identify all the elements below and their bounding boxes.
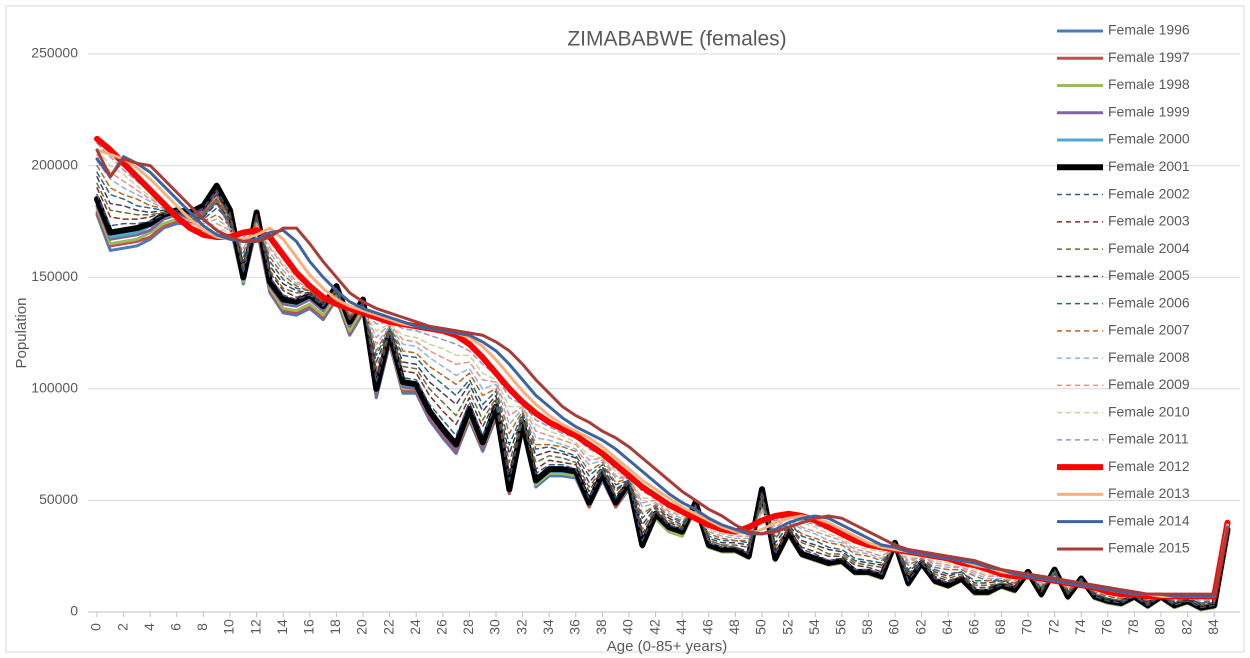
legend-label: Female 2007: [1108, 322, 1190, 338]
series-line: [95, 148, 1229, 596]
legend-label: Female 2002: [1108, 185, 1190, 201]
x-tick-label: 18: [327, 619, 343, 635]
x-tick-label: 12: [247, 619, 263, 635]
x-tick-label: 48: [726, 619, 742, 635]
x-tick-label: 6: [168, 623, 184, 631]
legend-label: Female 2005: [1108, 267, 1190, 283]
legend-label: Female 2011: [1108, 431, 1189, 447]
x-tick-label: 42: [646, 619, 662, 635]
x-tick-label: 16: [301, 619, 317, 635]
x-tick-label: 62: [912, 619, 928, 635]
chart-frame: [5, 5, 1245, 653]
legend-label: Female 1997: [1108, 49, 1190, 65]
x-tick-label: 14: [274, 619, 290, 635]
chart-title: ZIMABABWE (females): [567, 28, 786, 51]
series-line: [96, 160, 1229, 602]
series-line: [96, 187, 1229, 607]
x-tick-label: 54: [806, 619, 822, 635]
legend-label: Female 2008: [1108, 349, 1190, 365]
legend-label: Female 2009: [1108, 376, 1190, 392]
x-tick-label: 20: [354, 619, 370, 635]
x-tick-label: 44: [673, 619, 689, 635]
x-tick-label: 0: [88, 623, 104, 631]
x-tick-label: 2: [114, 623, 130, 631]
legend-label: Female 2003: [1108, 213, 1190, 229]
y-axis-label: Population: [13, 298, 30, 369]
y-tick-label: 100000: [31, 380, 78, 396]
x-tick-label: 80: [1152, 619, 1168, 635]
x-tick-label: 78: [1125, 619, 1141, 635]
x-tick-label: 64: [939, 619, 955, 635]
legend-label: Female 1996: [1108, 22, 1190, 38]
x-tick-label: 26: [434, 619, 450, 635]
x-tick-label: 66: [966, 619, 982, 635]
legend-label: Female 2001: [1108, 158, 1190, 174]
x-tick-label: 60: [886, 619, 902, 635]
legend-label: Female 2000: [1108, 131, 1190, 147]
x-tick-label: 28: [460, 619, 476, 635]
x-tick-label: 46: [700, 619, 716, 635]
x-tick-label: 68: [992, 619, 1008, 635]
y-tick-label: 200000: [31, 156, 78, 172]
y-tick-label: 50000: [39, 491, 78, 507]
x-tick-label: 10: [221, 619, 237, 635]
legend-label: Female 1998: [1108, 76, 1190, 92]
series-line: [94, 182, 1231, 611]
series-line: [96, 182, 1229, 607]
x-tick-label: 52: [779, 619, 795, 635]
x-tick-label: 50: [753, 619, 769, 635]
x-tick-label: 38: [593, 619, 609, 635]
x-tick-label: 72: [1045, 619, 1061, 635]
legend-label: Female 2006: [1108, 294, 1190, 310]
x-tick-label: 40: [620, 619, 636, 635]
legend-label: Female 2004: [1108, 240, 1190, 256]
x-tick-label: 84: [1205, 619, 1221, 635]
x-tick-label: 30: [487, 619, 503, 635]
x-tick-label: 22: [380, 619, 396, 635]
x-tick-label: 24: [407, 619, 423, 635]
series-line: [96, 176, 1229, 604]
x-tick-label: 34: [540, 619, 556, 635]
x-tick-label: 32: [513, 619, 529, 635]
series-line: [96, 153, 1229, 600]
x-tick-label: 82: [1178, 619, 1194, 635]
x-tick-label: 70: [1019, 619, 1035, 635]
x-tick-label: 56: [833, 619, 849, 635]
y-tick-label: 0: [70, 603, 78, 619]
x-tick-label: 58: [859, 619, 875, 635]
y-tick-label: 150000: [31, 268, 78, 284]
legend-label: Female 1999: [1108, 103, 1190, 119]
legend-label: Female 2014: [1108, 512, 1190, 528]
series-line: [95, 155, 1229, 598]
x-tick-label: 74: [1072, 619, 1088, 635]
x-tick-label: 36: [567, 619, 583, 635]
y-tick-label: 250000: [31, 45, 78, 61]
x-axis-label: Age (0-85+ years): [607, 638, 727, 655]
x-tick-label: 8: [194, 623, 210, 631]
legend-label: Female 2010: [1108, 403, 1190, 419]
legend-label: Female 2013: [1108, 485, 1190, 501]
legend-label: Female 2012: [1108, 458, 1190, 474]
x-tick-label: 76: [1099, 619, 1115, 635]
legend-label: Female 2015: [1108, 540, 1190, 556]
x-tick-label: 4: [141, 623, 157, 631]
